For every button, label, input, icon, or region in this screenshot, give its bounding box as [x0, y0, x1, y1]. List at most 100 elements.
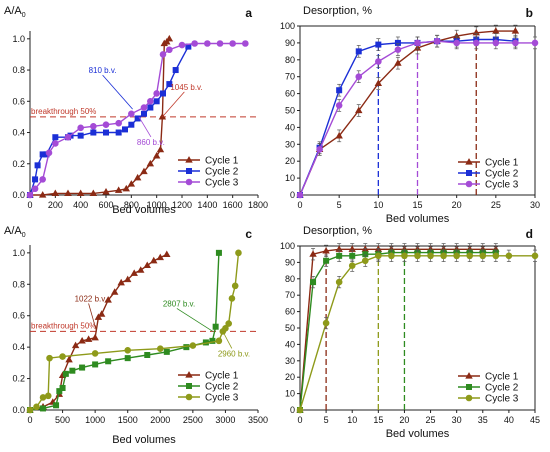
data-point	[69, 367, 76, 374]
data-point	[90, 122, 97, 130]
data-point	[336, 252, 343, 259]
y-tick-label: 0.0	[12, 405, 25, 415]
y-tick-label: 10	[285, 389, 295, 399]
data-point	[355, 106, 363, 114]
legend-marker	[185, 156, 193, 163]
data-point	[124, 355, 131, 362]
legend-marker	[465, 372, 473, 379]
x-tick-label: 2000	[150, 415, 170, 425]
panel-label: a	[245, 6, 252, 20]
annotation: 860 b.v.	[137, 138, 165, 147]
data-point	[348, 262, 356, 269]
data-point	[479, 252, 487, 260]
data-point	[349, 252, 356, 259]
x-tick-label: 500	[55, 415, 70, 425]
data-point	[71, 341, 80, 349]
y-tick-label: 80	[285, 55, 295, 65]
data-point	[115, 129, 122, 136]
data-point	[32, 176, 39, 183]
data-point	[229, 40, 236, 47]
data-point	[122, 126, 129, 133]
data-point	[472, 39, 480, 47]
data-point	[166, 81, 173, 88]
data-point	[433, 37, 441, 45]
data-point	[90, 129, 97, 136]
y-tick-label: 50	[285, 106, 295, 116]
data-point	[89, 189, 98, 197]
data-point	[374, 79, 383, 87]
chart-panel-a: 0 200 400 600 800 1000 1200 1400 1600 1800 0.0 0.2 0…	[4, 5, 268, 216]
data-point	[204, 40, 211, 47]
x-tick-label: 10	[347, 415, 357, 425]
series-line	[299, 248, 496, 411]
data-point	[310, 279, 317, 286]
data-point	[46, 354, 53, 362]
x-tick-label: 15	[373, 415, 383, 425]
data-point	[137, 266, 145, 273]
data-point	[130, 269, 138, 276]
legend-marker	[465, 170, 472, 177]
y-tick-label: 20	[285, 372, 295, 382]
data-point	[394, 46, 402, 53]
legend-label: Cycle 2	[485, 169, 519, 180]
y-tick-label: 0.2	[12, 159, 25, 169]
data-point	[375, 252, 382, 260]
data-point	[45, 149, 53, 157]
y-axis-title: Desorption, %	[303, 5, 372, 17]
y-tick-label: 70	[285, 290, 295, 300]
data-point	[140, 167, 148, 175]
data-point	[242, 40, 249, 47]
data-point	[59, 384, 66, 391]
y-tick-label: 80	[285, 274, 295, 284]
data-point	[160, 90, 167, 97]
data-point	[531, 252, 539, 260]
x-tick-label: 800	[124, 200, 139, 210]
data-point	[492, 39, 500, 47]
data-point	[128, 110, 135, 118]
data-point	[427, 252, 434, 260]
x-tick-label: 3500	[248, 415, 268, 425]
legend-label: Cycle 2	[205, 382, 239, 393]
data-point	[103, 129, 110, 136]
x-tick-label: 25	[491, 200, 501, 210]
x-tick-label: 5	[324, 415, 329, 425]
chart-panel-c: 0 500 1000 1500 2000 2500 3000 3500 0.0 0.2 0.4 0.6…	[4, 225, 268, 446]
data-point	[91, 350, 99, 357]
y-tick-label: 90	[285, 38, 295, 48]
data-point	[102, 187, 110, 195]
data-point	[26, 406, 34, 414]
legend-label: Cycle 3	[485, 180, 519, 191]
y-tick-label: 90	[285, 257, 295, 267]
data-point	[209, 337, 216, 344]
annotation-pointer	[102, 74, 133, 110]
data-point	[140, 104, 148, 111]
data-point	[183, 344, 190, 351]
data-point	[178, 41, 186, 49]
data-point	[322, 319, 330, 327]
legend-marker	[185, 393, 193, 401]
data-point	[336, 87, 343, 94]
y-tick-label: 0	[290, 405, 295, 415]
legend-label: Cycle 2	[485, 383, 519, 394]
legend-marker	[186, 168, 193, 175]
data-point	[104, 296, 112, 303]
y-tick-label: 50	[285, 323, 295, 333]
data-point	[59, 353, 66, 360]
data-point	[62, 370, 69, 377]
legend-label: Cycle 1	[205, 156, 239, 167]
data-point	[64, 133, 72, 141]
legend-marker	[465, 180, 473, 188]
x-tick-label: 15	[412, 200, 422, 210]
y-tick-label: 0.8	[12, 65, 25, 75]
x-tick-label: 30	[452, 415, 462, 425]
y-tick-label: 60	[285, 89, 295, 99]
x-axis-title: Bed volumes	[386, 428, 450, 440]
data-point	[115, 119, 122, 127]
legend-marker	[465, 383, 472, 390]
annotation-pointer	[138, 116, 152, 138]
y-tick-label: 0.6	[12, 96, 25, 106]
data-point	[39, 176, 46, 183]
series-cycle-3	[26, 40, 249, 199]
